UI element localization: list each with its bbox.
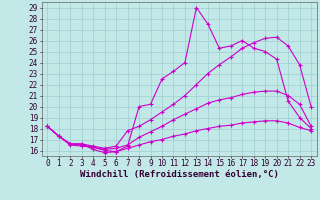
X-axis label: Windchill (Refroidissement éolien,°C): Windchill (Refroidissement éolien,°C): [80, 170, 279, 179]
